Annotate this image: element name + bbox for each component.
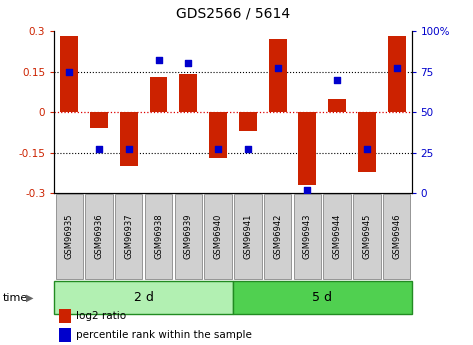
Text: GSM96936: GSM96936 <box>95 214 104 259</box>
Text: GSM96945: GSM96945 <box>362 214 371 259</box>
Text: GSM96937: GSM96937 <box>124 214 133 259</box>
Text: ▶: ▶ <box>26 293 33 303</box>
Bar <box>54 281 233 314</box>
Bar <box>353 194 381 279</box>
Point <box>95 147 103 152</box>
Point <box>274 66 281 71</box>
Bar <box>234 194 262 279</box>
Bar <box>85 194 113 279</box>
Bar <box>358 112 376 171</box>
Point <box>363 147 371 152</box>
Bar <box>233 281 412 314</box>
Bar <box>388 37 405 112</box>
Bar <box>239 112 257 131</box>
Bar <box>120 112 138 166</box>
Text: GSM96942: GSM96942 <box>273 214 282 259</box>
Bar <box>115 194 142 279</box>
Text: GSM96941: GSM96941 <box>243 214 252 259</box>
Bar <box>209 112 227 158</box>
Text: GDS2566 / 5614: GDS2566 / 5614 <box>176 7 290 21</box>
Text: GSM96935: GSM96935 <box>65 214 74 259</box>
Point <box>125 147 132 152</box>
Bar <box>179 74 197 112</box>
Text: 2 d: 2 d <box>134 291 154 304</box>
Bar <box>269 39 287 112</box>
Point <box>244 147 252 152</box>
Bar <box>149 77 167 112</box>
Point <box>65 69 73 74</box>
Text: percentile rank within the sample: percentile rank within the sample <box>76 330 252 340</box>
Bar <box>298 112 316 185</box>
Point <box>304 187 311 193</box>
Text: log2 ratio: log2 ratio <box>76 311 126 321</box>
Text: GSM96939: GSM96939 <box>184 214 193 259</box>
Point <box>184 61 192 66</box>
Point <box>393 66 401 71</box>
Text: GSM96940: GSM96940 <box>214 214 223 259</box>
Text: 5 d: 5 d <box>312 291 332 304</box>
Bar <box>294 194 321 279</box>
Text: GSM96944: GSM96944 <box>333 214 342 259</box>
Bar <box>324 194 351 279</box>
Bar <box>175 194 202 279</box>
Bar <box>383 194 410 279</box>
Bar <box>90 112 108 128</box>
Text: GSM96943: GSM96943 <box>303 214 312 259</box>
Bar <box>61 37 78 112</box>
Text: time: time <box>2 293 27 303</box>
Text: GSM96946: GSM96946 <box>392 214 401 259</box>
Point <box>214 147 222 152</box>
Point <box>333 77 341 82</box>
Point <box>155 58 162 63</box>
Text: GSM96938: GSM96938 <box>154 214 163 259</box>
Bar <box>56 194 83 279</box>
Bar <box>204 194 232 279</box>
Bar <box>264 194 291 279</box>
Bar <box>145 194 172 279</box>
Bar <box>328 99 346 112</box>
